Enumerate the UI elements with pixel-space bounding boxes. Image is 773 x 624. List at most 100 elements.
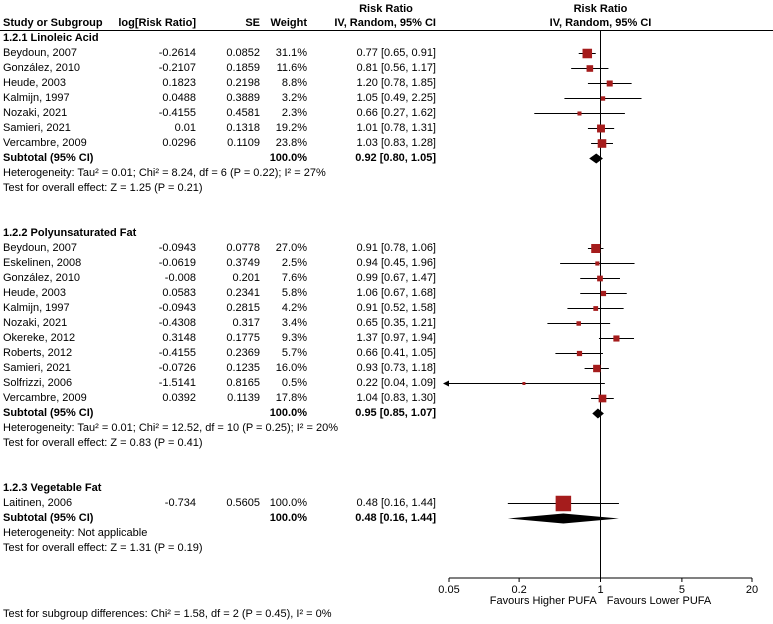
effect-column-subheader: IV, Random, 95% CI [334,17,436,29]
ci-text-value: 0.94 [0.45, 1.96] [356,257,436,269]
overall-effect-row: Test for overall effect: Z = 1.31 (P = 0… [0,541,773,556]
se-column-header: SE [245,17,260,29]
ci-text-value: 1.37 [0.97, 1.94] [356,332,436,344]
study-label: Kalmijn, 1997 [3,92,70,104]
se-value: 0.0852 [226,47,260,59]
se-value: 0.5605 [226,497,260,509]
subgroup-title: 1.2.2 Polyunsaturated Fat [3,227,137,239]
ci-text-value: 0.66 [0.41, 1.05] [356,347,436,359]
study-row: Heude, 2003 0.1823 0.2198 8.8% 1.20 [0.78, 1… [0,76,773,91]
weight-value: 11.6% [276,62,307,74]
study-label: Vercambre, 2009 [3,392,87,404]
subgroup-title-row: 1.2.2 Polyunsaturated Fat [0,226,773,241]
subtotal-ci-text: 0.95 [0.85, 1.07] [355,407,436,419]
ci-text-value: 1.01 [0.78, 1.31] [356,122,436,134]
study-row: Okereke, 2012 0.3148 0.1775 9.3% 1.37 [0.97,… [0,331,773,346]
favours-left-label: Favours Higher PUFA [489,595,597,607]
study-row: González, 2010 -0.008 0.201 7.6% 0.99 [0.67,… [0,271,773,286]
subtotal-ci-text: 0.92 [0.80, 1.05] [355,152,436,164]
log-rr-value: -0.0619 [158,257,196,269]
study-row: Nozaki, 2021 -0.4155 0.4581 2.3% 0.66 [0.27,… [0,106,773,121]
subtotal-row: Subtotal (95% CI) 100.0% 0.92 [0.80, 1.05] [0,151,773,166]
study-row: Samieri, 2021 0.01 0.1318 19.2% 1.01 [0.78, … [0,121,773,136]
log-rr-value: -0.2614 [158,47,196,59]
log-rr-value: 0.0296 [162,137,196,149]
weight-value: 27.0% [275,242,307,254]
weight-value: 23.8% [275,137,307,149]
log-rr-value: 0.0488 [162,92,196,104]
overall-effect-text: Test for overall effect: Z = 0.83 (P = 0… [3,437,203,449]
weight-value: 17.8% [275,392,307,404]
study-row: Beydoun, 2007 -0.2614 0.0852 31.1% 0.77 [0.6… [0,46,773,61]
study-row: Eskelinen, 2008 -0.0619 0.3749 2.5% 0.94 [0.… [0,256,773,271]
study-label: Nozaki, 2021 [3,317,68,329]
log-rr-value: 0.01 [174,122,196,134]
study-label: Roberts, 2012 [3,347,73,359]
study-label: Beydoun, 2007 [3,242,78,254]
study-label: Heude, 2003 [3,287,66,299]
weight-value: 5.7% [281,347,307,359]
study-row: Vercambre, 2009 0.0296 0.1109 23.8% 1.03 [0.… [0,136,773,151]
ci-text-value: 0.77 [0.65, 0.91] [356,47,436,59]
weight-value: 4.2% [281,302,307,314]
se-value: 0.4581 [226,107,260,119]
ci-text-value: 1.03 [0.83, 1.28] [356,137,436,149]
ci-text-value: 0.48 [0.16, 1.44] [356,497,436,509]
study-label: González, 2010 [3,272,81,284]
weight-value: 7.6% [281,272,307,284]
subtotal-label: Subtotal (95% CI) [3,512,94,524]
study-label: Okereke, 2012 [3,332,76,344]
weight-value: 5.8% [281,287,307,299]
weight-value: 2.5% [281,257,307,269]
weight-value: 2.3% [281,107,307,119]
heterogeneity-text: Heterogeneity: Tau² = 0.01; Chi² = 8.24,… [3,167,326,179]
plot-column-subheader: IV, Random, 95% CI [549,17,652,29]
ci-text-value: 1.06 [0.67, 1.68] [356,287,436,299]
subgroup-title: 1.2.3 Vegetable Fat [3,482,102,494]
spacer-row [0,466,773,481]
subtotal-row: Subtotal (95% CI) 100.0% 0.95 [0.85, 1.07] [0,406,773,421]
weight-value: 19.2% [275,122,307,134]
log-rr-value: -0.734 [164,497,196,509]
se-value: 0.1109 [227,137,260,149]
study-label: Samieri, 2021 [3,362,71,374]
se-value: 0.1139 [227,392,260,404]
study-column-header: Study or Subgroup [3,17,103,29]
study-row: Beydoun, 2007 -0.0943 0.0778 27.0% 0.91 [0.7… [0,241,773,256]
se-value: 0.201 [232,272,260,284]
study-label: Solfrizzi, 2006 [3,377,73,389]
subtotal-weight: 100.0% [269,407,307,419]
heterogeneity-row: Heterogeneity: Tau² = 0.01; Chi² = 12.52… [0,421,773,436]
overall-effect-row: Test for overall effect: Z = 0.83 (P = 0… [0,436,773,451]
se-value: 0.2198 [226,77,260,89]
log-rr-column-header: log[Risk Ratio] [118,17,196,29]
forest-table-rows: 1.2.1 Linoleic Acid Beydoun, 2007 -0.2614 0… [0,31,773,556]
subgroup-difference-test: Test for subgroup differences: Chi² = 1.… [3,608,332,620]
se-value: 0.1235 [226,362,260,374]
weight-value: 0.5% [281,377,307,389]
ci-text-value: 0.66 [0.27, 1.62] [356,107,436,119]
se-value: 0.2815 [226,302,260,314]
spacer-row [0,196,773,211]
axis-favours-labels: Favours Higher PUFA Favours Lower PUFA [449,595,752,607]
se-value: 0.2341 [226,287,260,299]
heterogeneity-text: Heterogeneity: Not applicable [3,527,148,539]
ci-text-value: 1.04 [0.83, 1.30] [356,392,436,404]
se-value: 0.1859 [226,62,260,74]
heterogeneity-row: Heterogeneity: Not applicable [0,526,773,541]
ci-text-value: 0.91 [0.78, 1.06] [356,242,436,254]
weight-value: 9.3% [281,332,307,344]
spacer-row [0,451,773,466]
spacer-row [0,211,773,226]
subtotal-label: Subtotal (95% CI) [3,152,94,164]
study-row: Vercambre, 2009 0.0392 0.1139 17.8% 1.04 [0.… [0,391,773,406]
study-label: González, 2010 [3,62,81,74]
heterogeneity-text: Heterogeneity: Tau² = 0.01; Chi² = 12.52… [3,422,338,434]
log-rr-value: -0.4155 [158,107,196,119]
ci-text-value: 0.93 [0.73, 1.18] [356,362,436,374]
study-row: Samieri, 2021 -0.0726 0.1235 16.0% 0.93 [0.7… [0,361,773,376]
log-rr-value: -0.008 [164,272,196,284]
study-label: Beydoun, 2007 [3,47,78,59]
study-row: Kalmijn, 1997 -0.0943 0.2815 4.2% 0.91 [0.52… [0,301,773,316]
